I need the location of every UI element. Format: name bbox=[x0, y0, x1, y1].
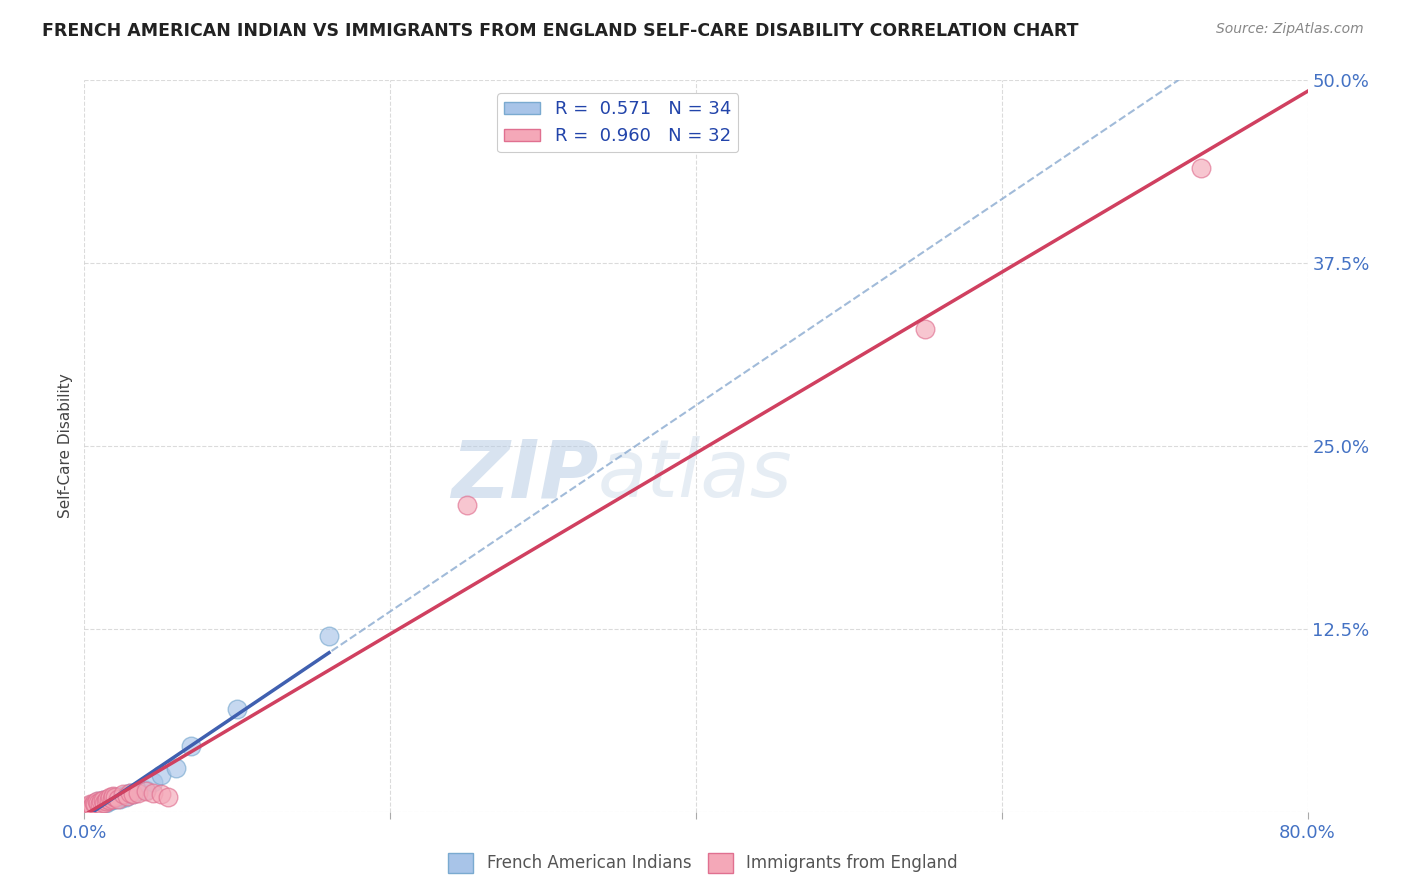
Point bbox=[226, 702, 249, 716]
Y-axis label: Self-Care Disability: Self-Care Disability bbox=[58, 374, 73, 518]
Point bbox=[127, 784, 149, 798]
Point bbox=[89, 797, 111, 812]
Point bbox=[122, 787, 145, 801]
Point bbox=[79, 797, 101, 812]
Point bbox=[98, 790, 121, 805]
Point bbox=[111, 787, 134, 801]
Point bbox=[107, 790, 129, 805]
Point bbox=[114, 790, 136, 805]
Point bbox=[98, 791, 121, 805]
Point bbox=[142, 775, 165, 789]
Point bbox=[80, 798, 103, 813]
Text: Source: ZipAtlas.com: Source: ZipAtlas.com bbox=[1216, 22, 1364, 37]
Point bbox=[90, 795, 112, 809]
Point bbox=[318, 629, 340, 643]
Point bbox=[180, 739, 202, 753]
Point bbox=[914, 322, 936, 336]
Point bbox=[96, 793, 118, 807]
Point bbox=[83, 796, 105, 810]
Point bbox=[93, 795, 115, 809]
Legend: French American Indians, Immigrants from England: French American Indians, Immigrants from… bbox=[441, 847, 965, 880]
Point bbox=[135, 782, 157, 797]
Point bbox=[107, 791, 129, 805]
Point bbox=[84, 797, 107, 812]
Point bbox=[1189, 161, 1212, 175]
Point bbox=[149, 787, 172, 801]
Point bbox=[79, 800, 101, 814]
Point bbox=[111, 789, 134, 803]
Point bbox=[135, 784, 157, 798]
Point bbox=[76, 800, 98, 814]
Point bbox=[97, 793, 120, 807]
Point bbox=[103, 789, 125, 803]
Point bbox=[108, 791, 131, 805]
Point bbox=[94, 795, 117, 809]
Point bbox=[87, 795, 110, 809]
Point bbox=[120, 786, 142, 800]
Point bbox=[157, 790, 180, 805]
Point bbox=[115, 789, 138, 803]
Point bbox=[80, 797, 103, 812]
Point bbox=[103, 790, 125, 805]
Point bbox=[93, 796, 115, 810]
Point bbox=[76, 800, 98, 814]
Point bbox=[104, 790, 127, 805]
Point bbox=[165, 761, 187, 775]
Point bbox=[97, 795, 120, 809]
Point bbox=[90, 797, 112, 812]
Point bbox=[77, 798, 100, 813]
Point bbox=[89, 796, 111, 810]
Point bbox=[104, 791, 127, 805]
Point bbox=[115, 787, 138, 801]
Point bbox=[127, 786, 149, 800]
Point bbox=[84, 796, 107, 810]
Point bbox=[149, 768, 172, 782]
Point bbox=[77, 798, 100, 813]
Point bbox=[456, 498, 478, 512]
Legend: R =  0.571   N = 34, R =  0.960   N = 32: R = 0.571 N = 34, R = 0.960 N = 32 bbox=[498, 93, 738, 153]
Point bbox=[142, 786, 165, 800]
Point bbox=[101, 791, 124, 805]
Point bbox=[96, 791, 118, 805]
Point bbox=[91, 793, 114, 807]
Point bbox=[122, 787, 145, 801]
Point bbox=[94, 796, 117, 810]
Point bbox=[120, 786, 142, 800]
Text: FRENCH AMERICAN INDIAN VS IMMIGRANTS FROM ENGLAND SELF-CARE DISABILITY CORRELATI: FRENCH AMERICAN INDIAN VS IMMIGRANTS FRO… bbox=[42, 22, 1078, 40]
Point bbox=[83, 798, 105, 813]
Point bbox=[86, 795, 108, 809]
Point bbox=[91, 793, 114, 807]
Point bbox=[87, 796, 110, 810]
Point bbox=[86, 797, 108, 812]
Text: ZIP: ZIP bbox=[451, 436, 598, 515]
Point bbox=[101, 793, 124, 807]
Text: atlas: atlas bbox=[598, 436, 793, 515]
